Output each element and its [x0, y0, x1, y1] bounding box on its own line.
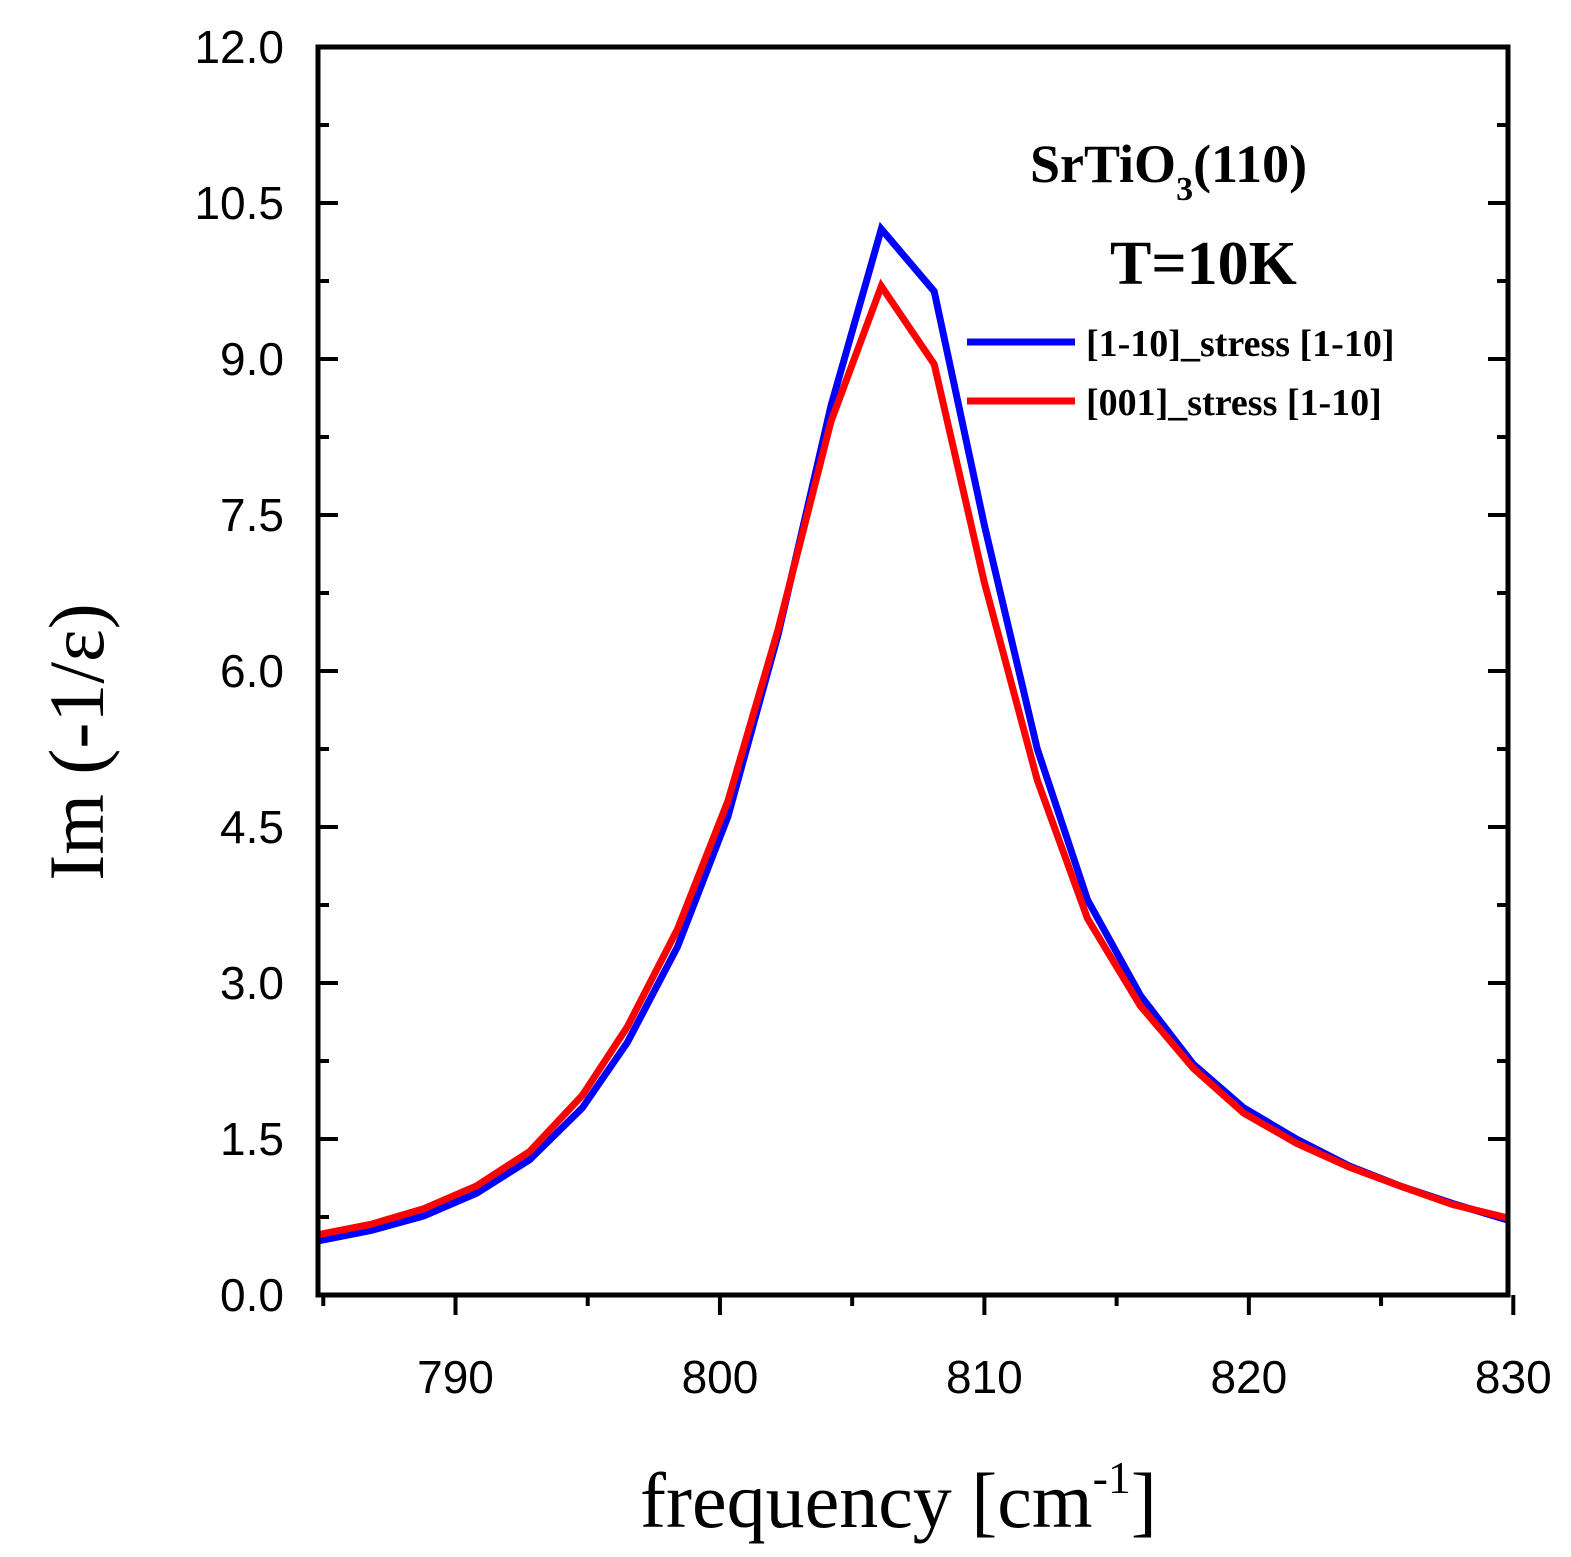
legend-label-series-2: [001]_stress [1-10] — [1086, 382, 1382, 424]
x-axis-title-close: ] — [1131, 1457, 1157, 1544]
y-tick-label: 9.0 — [220, 333, 284, 385]
y-axis-title: Im (-1/ε) — [33, 603, 120, 881]
x-tick-label: 830 — [1475, 1351, 1552, 1403]
x-axis-title-main: frequency [cm — [640, 1457, 1093, 1544]
plot-frame — [315, 44, 1511, 1298]
x-tick-label: 800 — [682, 1351, 759, 1403]
series-layer — [317, 221, 1510, 1245]
x-axis-title-superscript: -1 — [1093, 1452, 1131, 1503]
series-line-2 — [317, 278, 1509, 1239]
material-annotation: SrTiO3(110) — [1030, 134, 1307, 208]
y-tick-label: 6.0 — [220, 645, 284, 697]
temperature-annotation: T=10K — [1110, 230, 1297, 298]
y-tick-label: 10.5 — [194, 177, 284, 229]
series-line-1 — [317, 221, 1510, 1245]
y-tick-label: 0.0 — [220, 1269, 284, 1321]
y-tick-label: 12.0 — [194, 21, 284, 73]
y-tick-label: 7.5 — [220, 489, 284, 541]
legend-label-series-1: [1-10]_stress [1-10] — [1086, 323, 1395, 365]
y-tick-label: 1.5 — [220, 1113, 284, 1165]
x-axis-title: frequency [cm-1] — [640, 1452, 1157, 1544]
y-tick-label: 3.0 — [220, 957, 284, 1009]
material-main: SrTiO — [1030, 134, 1176, 194]
x-tick-label: 790 — [417, 1351, 494, 1403]
x-tick-label: 810 — [946, 1351, 1023, 1403]
axis-ticks — [318, 45, 1516, 1315]
y-tick-label: 4.5 — [220, 801, 284, 853]
axis-tick-labels: 0.0 1.5 3.0 4.5 6.0 7.5 9.0 10.5 12.0 790 800 810 82… — [194, 21, 1551, 1403]
legend: [1-10]_stress [1-10] [001]_stress [1-10] — [967, 323, 1395, 424]
x-tick-label: 820 — [1210, 1351, 1287, 1403]
material-subscript: 3 — [1176, 171, 1193, 208]
material-rest: (110) — [1193, 134, 1307, 194]
